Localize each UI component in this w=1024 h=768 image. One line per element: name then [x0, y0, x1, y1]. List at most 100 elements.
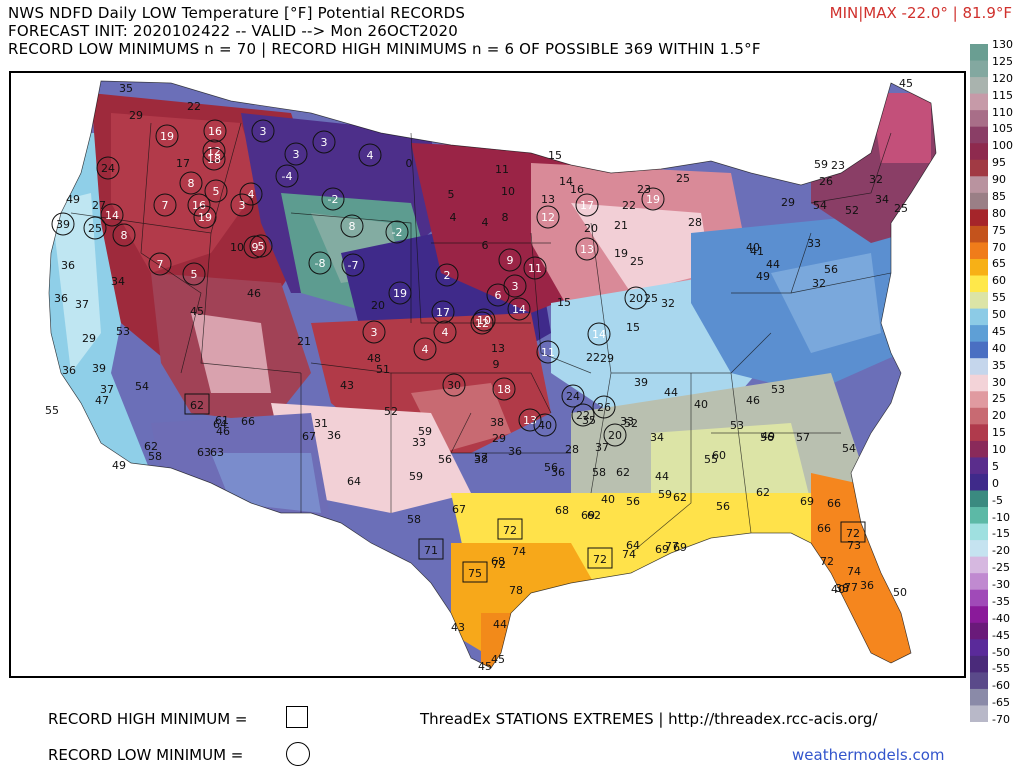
colorbar-tick-label: 75 — [992, 223, 1006, 237]
station-value-label: 12 — [475, 317, 489, 330]
colorbar-tick-label: 85 — [992, 189, 1006, 203]
station-value-label: 25 — [676, 172, 690, 185]
colorbar-swatch — [970, 705, 988, 722]
station-value-label: 64 — [626, 539, 640, 552]
station-value-label: 14 — [559, 175, 573, 188]
station-value-label: 46 — [216, 425, 230, 438]
station-value-label: 48 — [367, 352, 381, 365]
colorbar-swatch — [970, 60, 988, 78]
station-value-label: 38 — [474, 453, 488, 466]
station-value-label: 64 — [347, 475, 361, 488]
station-value-label: 3 — [293, 148, 300, 161]
station-value-label: 77 — [665, 540, 679, 553]
colorbar-tick-label: 100 — [992, 139, 1013, 153]
record-low-circle-marker — [575, 237, 599, 261]
station-value-label: 49 — [112, 459, 126, 472]
station-value-label: 11 — [528, 262, 542, 275]
record-low-circle-marker — [431, 300, 455, 324]
record-low-circle-marker — [413, 337, 437, 361]
station-value-label: 57 — [796, 431, 810, 444]
record-high-square-marker — [840, 521, 866, 543]
station-value-label: 17 — [176, 157, 190, 170]
record-low-circle-marker — [472, 308, 496, 332]
station-value-label: 20 — [584, 222, 598, 235]
colorbar-tick-label: 110 — [992, 105, 1013, 119]
station-value-label: 38 — [490, 416, 504, 429]
station-value-label: 36 — [508, 445, 522, 458]
record-high-square-icon — [286, 706, 308, 728]
station-value-label: 58 — [148, 450, 162, 463]
station-value-label: 52 — [845, 204, 859, 217]
station-value-label: 24 — [101, 162, 115, 175]
station-value-label: 54 — [135, 380, 149, 393]
record-low-circle-marker — [624, 286, 648, 310]
record-low-circle-marker — [112, 223, 136, 247]
colorbar-swatch — [970, 242, 988, 260]
station-value-label: 2 — [444, 269, 451, 282]
station-value-label: 54 — [842, 442, 856, 455]
legend-record-high-label: RECORD HIGH MINIMUM = — [48, 710, 248, 728]
station-value-label: 17 — [436, 306, 450, 319]
colorbar-swatch — [970, 573, 988, 591]
station-value-label: 68 — [491, 555, 505, 568]
colorbar-tick-label: 95 — [992, 156, 1006, 170]
station-value-label: 19 — [614, 247, 628, 260]
station-value-label: -4 — [282, 170, 293, 183]
colorbar-tick-label: -55 — [992, 662, 1010, 676]
station-value-label: 43 — [451, 621, 465, 634]
station-value-label: 8 — [502, 211, 509, 224]
temperature-colorbar — [970, 44, 988, 722]
station-value-label: 36 — [62, 364, 76, 377]
station-value-label: 29 — [492, 432, 506, 445]
station-value-label: 74 — [622, 548, 636, 561]
colorbar-swatch — [970, 143, 988, 161]
record-low-circle-marker — [100, 203, 124, 227]
record-low-circle-marker — [179, 171, 203, 195]
record-low-circle-marker — [340, 214, 364, 238]
station-value-label: 14 — [512, 303, 526, 316]
station-value-label: 33 — [620, 415, 634, 428]
record-low-circle-marker — [575, 193, 599, 217]
colorbar-swatch — [970, 93, 988, 111]
station-value-label: 18 — [497, 383, 511, 396]
station-value-label: 36 — [551, 466, 565, 479]
colorbar-tick-label: 40 — [992, 341, 1006, 355]
station-value-label: 46 — [746, 394, 760, 407]
station-value-label: 44 — [766, 258, 780, 271]
station-value-label: 5 — [258, 240, 265, 253]
site-watermark[interactable]: weathermodels.com — [792, 746, 945, 764]
station-value-label: 19 — [393, 287, 407, 300]
map-title: NWS NDFD Daily LOW Temperature [°F] Pote… — [8, 4, 466, 22]
station-value-label: 49 — [761, 430, 775, 443]
record-low-circle-marker — [251, 119, 275, 143]
colorbar-swatch — [970, 192, 988, 210]
colorbar-swatch — [970, 358, 988, 376]
colorbar-swatch — [970, 159, 988, 177]
colorbar-swatch — [970, 225, 988, 244]
colorbar-tick-label: -5 — [992, 493, 1003, 507]
colorbar-tick-label: 90 — [992, 173, 1006, 186]
station-value-label: 32 — [869, 173, 883, 186]
record-low-circle-marker — [153, 193, 177, 217]
colorbar-swatch — [970, 473, 988, 492]
station-value-label: 29 — [600, 352, 614, 365]
colorbar-tick-label: 120 — [992, 71, 1013, 85]
colorbar-tick-label: 15 — [992, 426, 1006, 440]
station-value-label: 13 — [580, 243, 594, 256]
record-low-circle-marker — [503, 274, 527, 298]
station-value-label: 77 — [844, 581, 858, 594]
colorbar-swatch — [970, 275, 988, 293]
station-value-label: 25 — [630, 255, 644, 268]
record-low-circle-marker — [96, 156, 120, 180]
station-value-label: 9 — [493, 358, 500, 371]
colorbar-swatch — [970, 126, 988, 144]
station-value-label: 16 — [570, 183, 584, 196]
colorbar-swatch — [970, 176, 988, 194]
colorbar-tick-label: 115 — [992, 88, 1013, 102]
record-low-circle-marker — [202, 147, 226, 171]
station-value-label: 5 — [213, 185, 220, 198]
station-value-label: 69 — [800, 495, 814, 508]
colorbar-tick-label: -25 — [992, 561, 1010, 575]
station-value-label: 31 — [314, 417, 328, 430]
